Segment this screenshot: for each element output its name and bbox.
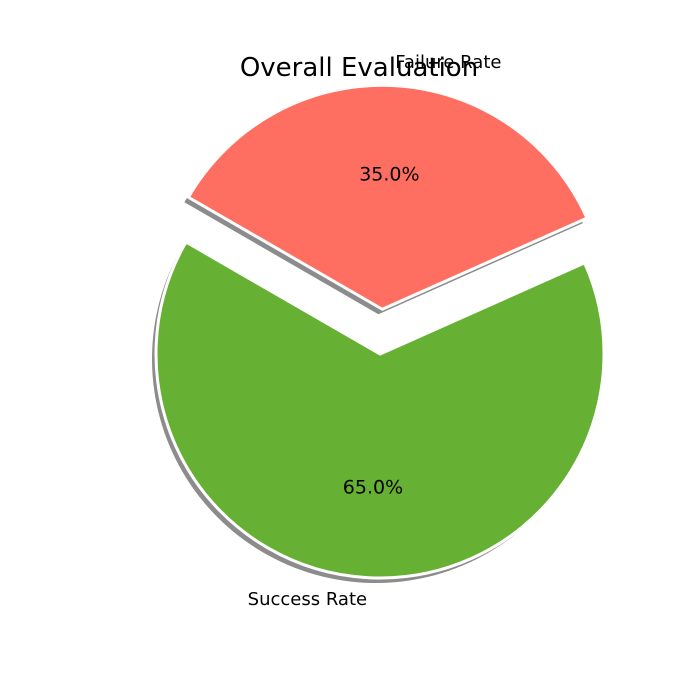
slice-label-success-rate: Success Rate	[248, 589, 367, 610]
slice-labels: Success Rate 65.0% Failure Rate 35.0%	[248, 52, 502, 610]
slice-success-rate	[154, 240, 606, 580]
slice-failure-rate	[186, 83, 589, 311]
chart-title: Overall Evaluation	[240, 53, 478, 83]
slices	[154, 83, 606, 580]
slice-label-failure-rate: Failure Rate	[395, 52, 501, 73]
slice-value-success-rate: 65.0%	[343, 477, 403, 499]
slice-value-failure-rate: 35.0%	[359, 164, 419, 186]
